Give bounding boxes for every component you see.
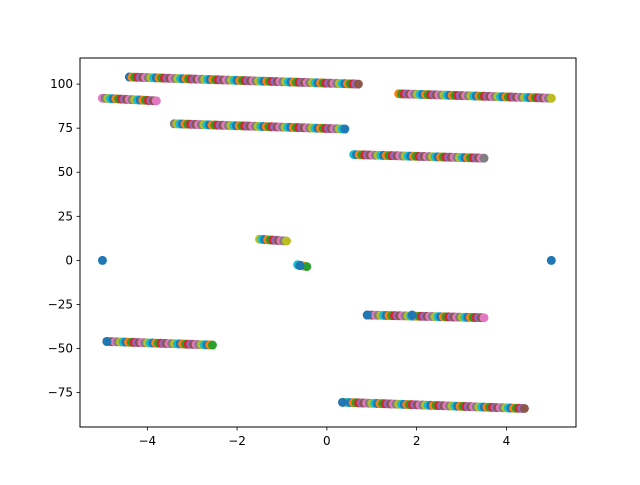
x-axis: −4 −2 0 2 4 (138, 427, 510, 448)
y-axis: −75 −50 −25 0 25 50 75 100 (48, 77, 80, 400)
x-tick-label: 4 (503, 434, 511, 448)
axes-frame (79, 57, 577, 428)
scatter-point (97, 255, 107, 265)
y-tick-label: −25 (48, 297, 73, 311)
scatter-point (362, 310, 372, 320)
points-layer (97, 72, 556, 413)
scatter-point (546, 93, 556, 103)
scatter-point (479, 153, 489, 163)
scatter-point (281, 236, 291, 246)
y-tick-label: 25 (58, 209, 73, 223)
x-tick-label: −2 (228, 434, 246, 448)
scatter-point (302, 262, 312, 272)
x-tick-label: 2 (413, 434, 421, 448)
x-tick-label: 0 (323, 434, 331, 448)
x-tick-label: −4 (138, 434, 156, 448)
scatter-point (102, 336, 112, 346)
y-tick-label: 100 (50, 77, 73, 91)
scatter-point (546, 255, 556, 265)
scatter-point (479, 313, 489, 323)
y-tick-label: −50 (48, 342, 73, 356)
scatter-point (338, 397, 348, 407)
y-tick-label: 75 (58, 121, 73, 135)
y-tick-label: 50 (58, 165, 73, 179)
scatter-point (295, 261, 305, 271)
scatter-point (519, 403, 529, 413)
y-tick-label: 0 (65, 253, 73, 267)
scatter-point (207, 340, 217, 350)
scatter-point (340, 124, 350, 134)
y-tick-label: −75 (48, 386, 73, 400)
scatter-point (407, 310, 417, 320)
scatter-point (151, 96, 161, 106)
scatter-point (353, 79, 363, 89)
